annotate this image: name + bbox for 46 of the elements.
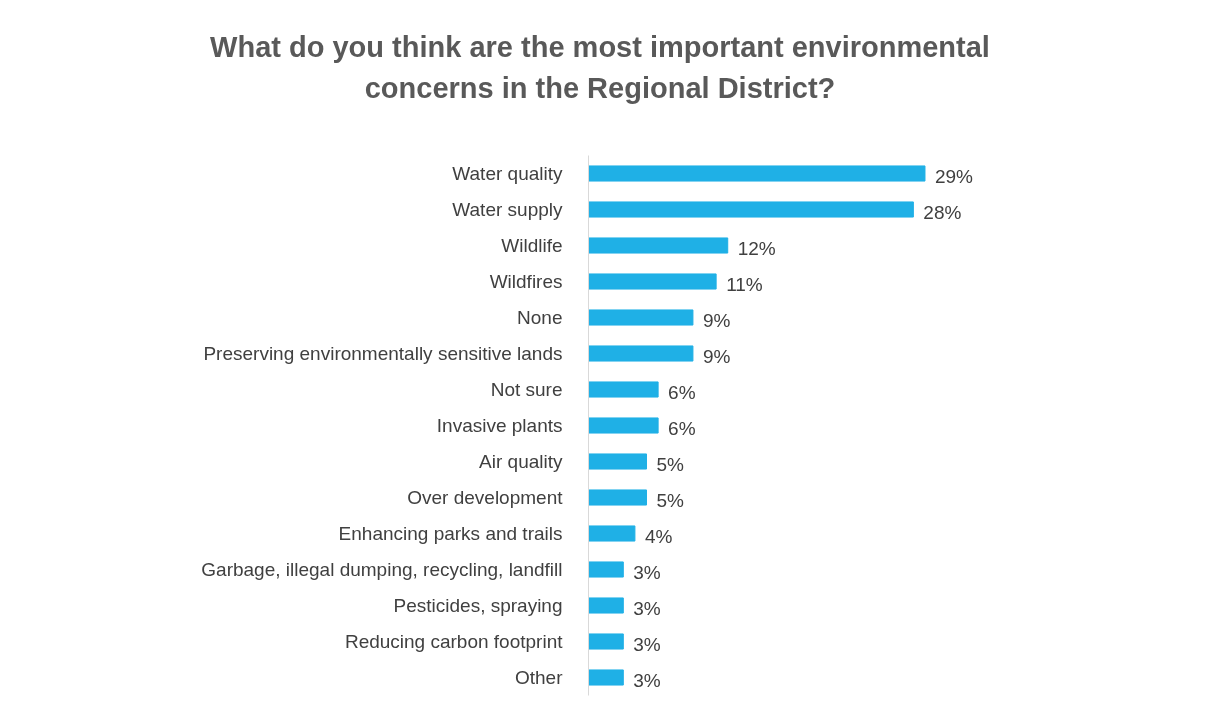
y-tick-label: Other [514,667,564,688]
bar [588,237,729,254]
y-tick-label: Air quality [479,451,563,472]
data-label: 3% [633,562,661,583]
data-label: 28% [923,202,962,223]
y-tick-label: Over development [407,487,564,508]
data-label: 6% [668,418,696,439]
bar [588,417,659,434]
y-tick-label: None [517,307,563,328]
data-label: 11% [726,274,763,295]
data-label: 9% [702,346,731,367]
data-label: 9% [702,310,731,331]
bar [588,597,624,614]
chart-title: What do you think are the most important environmental concerns in the Regional District? [209,30,991,106]
data-label: 3% [633,670,661,691]
y-tick-label: Pesticides, spraying [393,595,563,616]
y-tick-label: Preserving environmentally sensitive lands [203,343,563,364]
y-tick-label: Water supply [452,199,563,220]
y-tick-label: Invasive plants [436,415,563,436]
bar [588,489,648,506]
bar [588,525,636,542]
data-label: 5% [656,490,685,511]
data-label: 3% [633,634,661,655]
bar [588,165,926,182]
bar [588,273,717,290]
data-label: 3% [633,598,661,619]
y-tick-label: Water quality [452,163,563,184]
y-tick-label: Reducing carbon footprint [344,631,564,652]
data-label: 5% [656,454,685,475]
y-tick-label: Garbage, illegal dumping, recycling, landfill [201,559,563,580]
y-tick-label: Wildlife [501,235,563,256]
bar [588,309,694,326]
data-label: 4% [644,526,673,547]
bar [588,669,624,686]
bar [588,633,624,650]
data-label: 12% [737,238,776,259]
data-label: 29% [934,166,974,187]
bar [588,345,694,362]
bar [588,201,914,218]
y-tick-label: Wildfires [489,271,563,292]
bar [588,381,659,398]
y-tick-label: Enhancing parks and trails [338,523,563,544]
bar [588,561,624,578]
bar [588,453,648,470]
data-label: 6% [668,382,696,403]
y-tick-label: Not sure [490,379,563,400]
